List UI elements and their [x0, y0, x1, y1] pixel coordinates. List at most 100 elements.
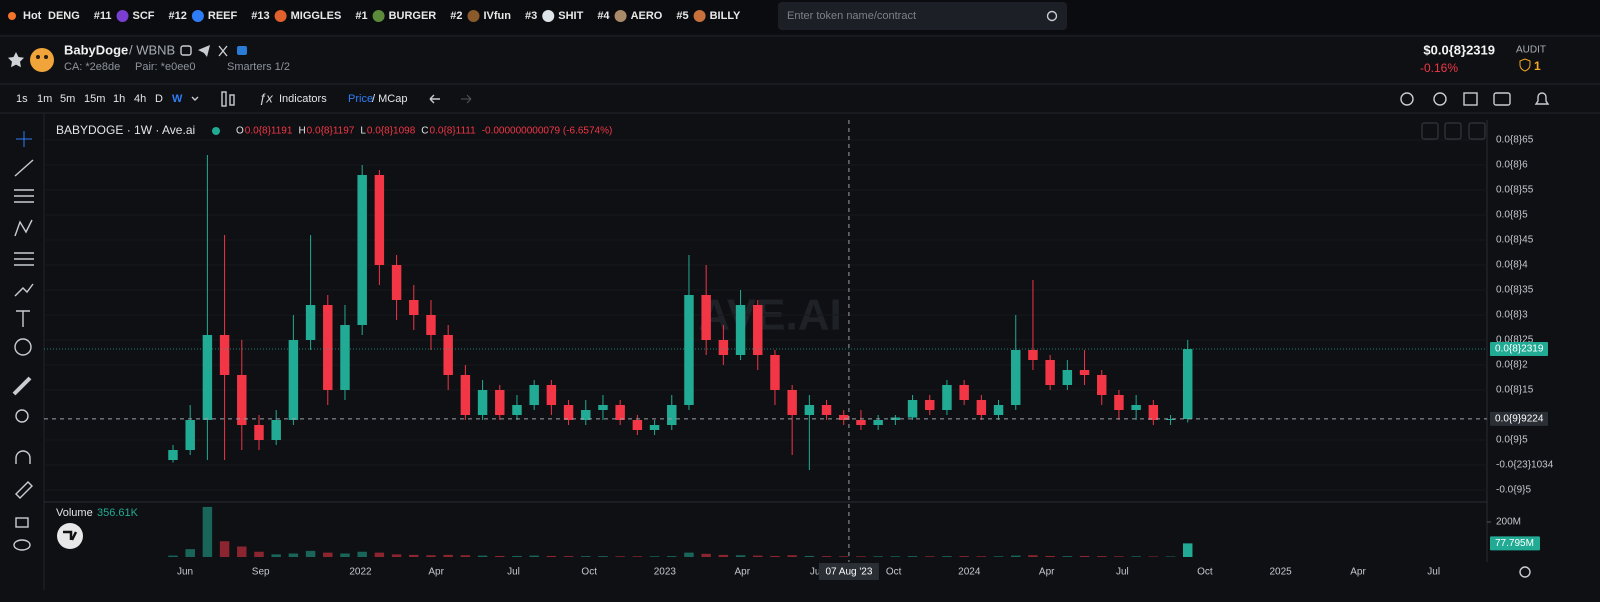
interval-button[interactable]: 1h [113, 93, 125, 105]
lock-tool[interactable] [15, 517, 29, 528]
chart-control[interactable] [1468, 122, 1486, 140]
hot-label: Hot [23, 10, 42, 22]
chart-control[interactable] [1421, 122, 1439, 140]
token-avatar [30, 48, 54, 72]
trending-name[interactable]: SHIT [558, 10, 583, 22]
volume-bar [753, 555, 763, 557]
trending-name[interactable]: AERO [631, 10, 663, 22]
trending-name[interactable]: BILLY [710, 10, 741, 22]
magnet-tool[interactable] [15, 450, 31, 464]
volume-title: Volume [56, 507, 93, 519]
token-name: BabyDoge [64, 42, 128, 57]
volume-bar [495, 555, 505, 557]
interval-button[interactable]: W [172, 93, 183, 105]
x-icon[interactable] [218, 45, 228, 57]
x-tick-label: 2024 [958, 567, 981, 578]
undo-icon[interactable] [429, 94, 440, 104]
trending-rank: #13 [251, 10, 269, 22]
camera-icon[interactable] [1493, 92, 1511, 106]
audit-shield [1519, 58, 1531, 72]
trending-name[interactable]: MIGGLES [291, 10, 342, 22]
fx-icon[interactable]: ƒx [259, 90, 273, 105]
x-tick-label: Oct [581, 567, 597, 578]
axis-settings-icon[interactable] [1519, 566, 1531, 578]
token-icon [116, 10, 129, 22]
pattern-tool[interactable] [14, 219, 33, 237]
chart-control[interactable] [1444, 122, 1462, 140]
volume-bar [409, 554, 419, 557]
volume-bar [598, 556, 608, 557]
trending-rank: #12 [169, 10, 187, 22]
telegram-icon[interactable] [198, 45, 210, 57]
alert-icon[interactable] [1534, 92, 1550, 105]
last-volume-label: 77.795M [1495, 538, 1534, 549]
zoom-tool[interactable] [15, 409, 29, 423]
candle-body [787, 390, 797, 415]
candle-body [168, 450, 178, 460]
ohlc-value: 0.0{8}1111 [430, 126, 477, 137]
token-icon [274, 10, 287, 22]
brush-tool[interactable] [14, 283, 34, 297]
ohlc-key: O [236, 126, 244, 137]
trending-rank: #2 [450, 10, 462, 22]
volume-bar [890, 556, 901, 557]
ruler-tool[interactable] [12, 376, 32, 396]
x-tick-label: Jun [177, 567, 193, 578]
crosshair-tool[interactable] [16, 131, 32, 147]
text-tool[interactable] [16, 310, 30, 327]
copy-icon[interactable] [180, 45, 192, 56]
ohlc-key: L [360, 126, 366, 137]
mcap-toggle[interactable]: / MCap [372, 93, 407, 105]
audit-label[interactable]: AUDIT [1516, 45, 1546, 56]
x-tick-label: Jul [810, 567, 823, 578]
price-toggle[interactable]: Price [348, 93, 373, 105]
candle-body [873, 420, 883, 425]
trending-name[interactable]: REEF [208, 10, 238, 22]
x-tick-label: Jul [1116, 567, 1129, 578]
candle-body [512, 405, 522, 415]
candle-body [718, 340, 729, 355]
candle-body [271, 420, 281, 440]
x-tick-label: Oct [1197, 567, 1213, 578]
search-icon[interactable] [1046, 10, 1058, 22]
fib-tool[interactable] [14, 252, 34, 266]
search-chart-icon[interactable] [1400, 92, 1414, 106]
crosshair-y-label: 0.0{9}9224 [1495, 414, 1544, 425]
fullscreen-icon[interactable] [1463, 92, 1478, 106]
line-tool[interactable] [14, 159, 34, 177]
draw-lock-tool[interactable] [15, 481, 33, 499]
redo-icon[interactable] [461, 94, 472, 104]
interval-button[interactable]: D [155, 93, 163, 105]
y-tick-label: -0.0{9}5 [1496, 485, 1531, 496]
smarters: Smarters 1/2 [227, 61, 290, 73]
trending-name[interactable]: SCF [133, 10, 155, 22]
trending-rank: #11 [94, 10, 112, 22]
channel-tool[interactable] [14, 189, 34, 203]
candle-type-icon[interactable] [229, 94, 235, 106]
trending-name[interactable]: IVfun [484, 10, 512, 22]
candle-body [219, 335, 230, 375]
interval-button[interactable]: 5m [60, 93, 75, 105]
trending-rank: #3 [525, 10, 537, 22]
candle-body [1148, 405, 1159, 420]
interval-dropdown[interactable] [191, 96, 199, 101]
interval-button[interactable]: 4h [134, 93, 146, 105]
interval-button[interactable]: 1m [37, 93, 52, 105]
settings-icon[interactable] [1433, 92, 1447, 106]
volume-bar [305, 550, 316, 557]
trending-name[interactable]: DENG [48, 10, 80, 22]
interval-button[interactable]: 15m [84, 93, 105, 105]
search-box[interactable] [778, 2, 1067, 30]
favorite-star[interactable] [8, 52, 24, 68]
trending-name[interactable]: BURGER [389, 10, 437, 22]
indicators-button[interactable]: Indicators [279, 93, 327, 105]
candle-body [357, 175, 367, 325]
candle-type-icon[interactable] [221, 91, 227, 107]
token-price: $0.0{8}2319 [1423, 42, 1495, 57]
emoji-tool[interactable] [14, 338, 32, 356]
web-icon[interactable] [237, 46, 247, 55]
visibility-tool[interactable] [13, 539, 31, 551]
candle-body [1079, 370, 1090, 375]
interval-button[interactable]: 1s [16, 93, 28, 105]
